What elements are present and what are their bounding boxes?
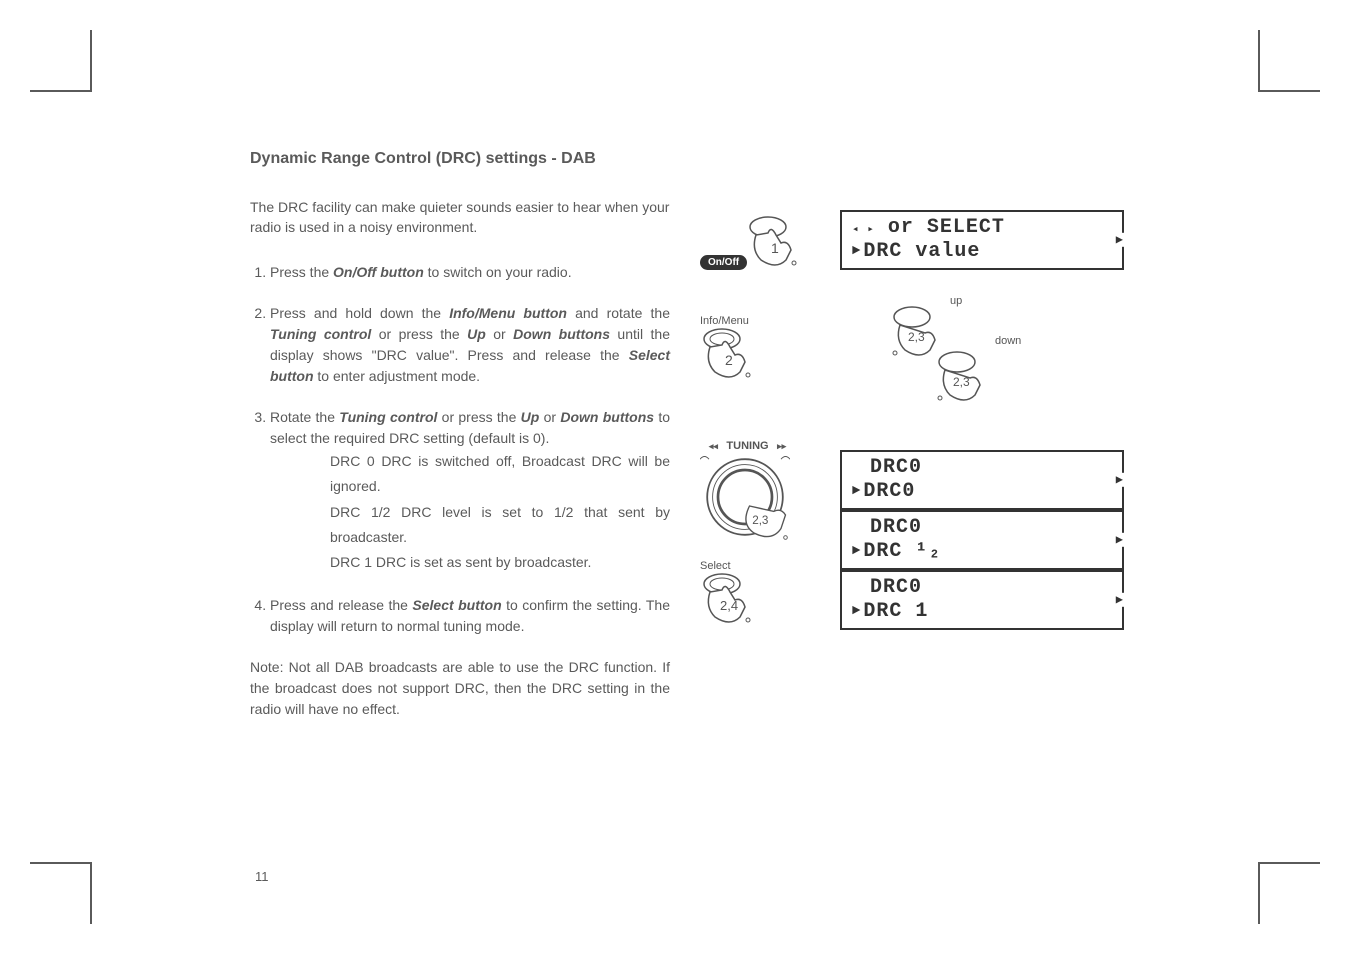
svg-text:2,4: 2,4 [720, 598, 738, 613]
info-menu-label: Info/Menu [700, 315, 760, 327]
drc-0: DRC 0 DRC is switched off, Broadcast DRC… [330, 449, 670, 499]
svg-text:2: 2 [725, 352, 733, 368]
svg-text:1: 1 [771, 240, 779, 256]
onoff-label: On/Off [700, 255, 747, 270]
page-title: Dynamic Range Control (DRC) settings - D… [250, 150, 670, 168]
lcd-drc1: DRC0 DRC 1 ▶ [840, 570, 1124, 630]
hand-press-icon: 2 [700, 327, 760, 382]
page-number: 11 [255, 869, 269, 884]
lcd-line1: ◂ ▸ ◂ ▸ or SELECTor SELECT [852, 216, 1112, 240]
hand-press-icon: 1 [746, 215, 806, 270]
lcd-line2: DRC0 [852, 480, 1112, 504]
select-label: Select [700, 560, 760, 572]
lcd-drc-value: ◂ ▸ ◂ ▸ or SELECTor SELECT DRC value ▶ [840, 210, 1124, 270]
down-label: down [995, 335, 1021, 347]
lcd-line2: DRC 1 [852, 600, 1112, 624]
svg-text:2,3: 2,3 [953, 375, 970, 389]
lcd-drc-half: DRC0 DRC ¹₂ ▶ [840, 510, 1124, 570]
step-1: Press the On/Off button to switch on you… [270, 262, 670, 283]
lcd-line1: DRC0 [852, 516, 1112, 540]
svg-text:2,3: 2,3 [908, 330, 925, 344]
text-column: Dynamic Range Control (DRC) settings - D… [250, 150, 670, 720]
hand-down-icon: 2,3 [935, 350, 995, 405]
intro-text: The DRC facility can make quieter sounds… [250, 198, 670, 237]
lcd-drc0: DRC0 DRC0 ▶ [840, 450, 1124, 510]
step-4: Press and release the Select button to c… [270, 595, 670, 637]
step-2: Press and hold down the Info/Menu button… [270, 303, 670, 387]
lcd-line2: DRC value [852, 240, 1112, 264]
step-3: Rotate the Tuning control or press the U… [270, 407, 670, 575]
drc-1: DRC 1 DRC is set as sent by broadcaster. [330, 550, 670, 575]
page-content: Dynamic Range Control (DRC) settings - D… [250, 150, 1130, 720]
lcd-line2: DRC ¹₂ [852, 540, 1112, 564]
lcd-line1: DRC0 [852, 576, 1112, 600]
hand-select-icon: 2,4 [700, 572, 760, 627]
up-label: up [950, 295, 962, 307]
tuning-dial-icon: 2,3 [700, 452, 790, 542]
svg-text:2,3: 2,3 [752, 514, 768, 527]
lcd-line1: DRC0 [852, 456, 1112, 480]
note-text: Note: Not all DAB broadcasts are able to… [250, 657, 670, 720]
drc-half: DRC 1/2 DRC level is set to 1/2 that sen… [330, 500, 670, 550]
tuning-label: TUNING [726, 440, 768, 452]
